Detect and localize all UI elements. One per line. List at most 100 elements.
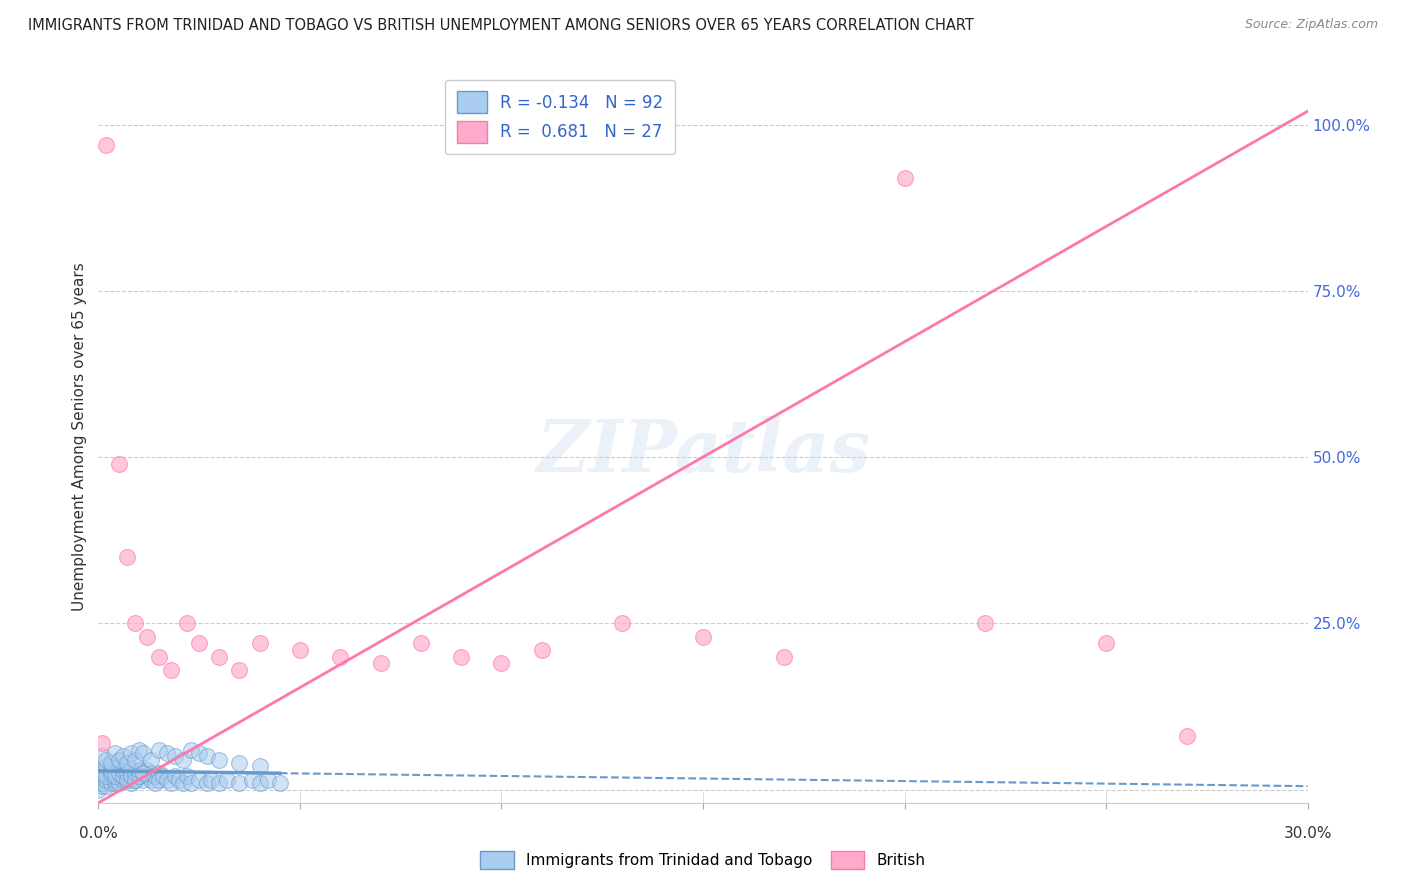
Text: 30.0%: 30.0% [1284, 826, 1331, 841]
Point [100, 769, 122, 783]
Point [249, 636, 271, 650]
Point [148, 649, 170, 664]
Point [91, 765, 114, 780]
Point [107, 769, 129, 783]
Point [249, 759, 271, 773]
Point [128, 769, 150, 783]
Point [111, 772, 134, 787]
Point [128, 742, 150, 756]
Point [772, 649, 794, 664]
Point [530, 643, 553, 657]
Point [180, 776, 202, 790]
Point [491, 656, 513, 670]
Point [111, 763, 134, 777]
Point [135, 630, 157, 644]
Point [188, 636, 211, 650]
Point [152, 769, 174, 783]
Point [107, 759, 129, 773]
Point [893, 170, 915, 185]
Point [135, 769, 157, 783]
Point [188, 746, 211, 760]
Point [96, 137, 118, 152]
Point [329, 649, 352, 664]
Point [132, 772, 155, 787]
Point [87, 782, 110, 797]
Point [156, 746, 179, 760]
Point [288, 643, 311, 657]
Point [1175, 729, 1198, 743]
Point [96, 769, 118, 783]
Point [1095, 636, 1118, 650]
Point [139, 753, 162, 767]
Point [115, 772, 138, 787]
Point [107, 765, 129, 780]
Point [100, 763, 122, 777]
Point [115, 549, 138, 564]
Point [124, 765, 146, 780]
Point [96, 753, 118, 767]
Point [91, 736, 114, 750]
Y-axis label: Unemployment Among Seniors over 65 years: Unemployment Among Seniors over 65 years [72, 263, 87, 611]
Point [132, 746, 155, 760]
Text: IMMIGRANTS FROM TRINIDAD AND TOBAGO VS BRITISH UNEMPLOYMENT AMONG SENIORS OVER 6: IMMIGRANTS FROM TRINIDAD AND TOBAGO VS B… [28, 18, 974, 33]
Point [180, 742, 202, 756]
Point [103, 772, 125, 787]
Point [115, 765, 138, 780]
Point [124, 772, 146, 787]
Point [240, 772, 263, 787]
Legend: R = -0.134   N = 92, R =  0.681   N = 27: R = -0.134 N = 92, R = 0.681 N = 27 [446, 79, 675, 154]
Point [103, 746, 125, 760]
Point [148, 742, 170, 756]
Point [96, 772, 118, 787]
Point [100, 765, 122, 780]
Point [160, 776, 183, 790]
Point [139, 772, 162, 787]
Point [172, 776, 194, 790]
Point [148, 765, 170, 780]
Point [208, 649, 231, 664]
Point [409, 636, 432, 650]
Point [128, 769, 150, 783]
Point [115, 772, 138, 787]
Point [139, 765, 162, 780]
Point [692, 630, 714, 644]
Point [96, 759, 118, 773]
Point [249, 776, 271, 790]
Point [124, 616, 146, 631]
Point [163, 749, 186, 764]
Point [143, 776, 166, 790]
Point [256, 772, 278, 787]
Point [103, 776, 125, 790]
Point [200, 772, 222, 787]
Point [100, 756, 122, 770]
Point [115, 765, 138, 780]
Point [188, 772, 211, 787]
Point [100, 776, 122, 790]
Point [208, 753, 231, 767]
Point [195, 776, 218, 790]
Point [269, 776, 291, 790]
Point [228, 776, 250, 790]
Point [111, 769, 134, 783]
Point [143, 769, 166, 783]
Point [195, 749, 218, 764]
Point [103, 769, 125, 783]
Point [228, 663, 250, 677]
Point [120, 763, 142, 777]
Point [148, 772, 170, 787]
Point [167, 772, 190, 787]
Point [208, 776, 231, 790]
Text: 0.0%: 0.0% [79, 826, 118, 841]
Point [120, 769, 142, 783]
Point [228, 756, 250, 770]
Point [87, 763, 110, 777]
Point [132, 765, 155, 780]
Point [124, 753, 146, 767]
Point [111, 769, 134, 783]
Point [124, 772, 146, 787]
Point [91, 776, 114, 790]
Point [176, 769, 198, 783]
Point [107, 765, 129, 780]
Text: ZIPatlas: ZIPatlas [536, 417, 870, 487]
Point [107, 457, 129, 471]
